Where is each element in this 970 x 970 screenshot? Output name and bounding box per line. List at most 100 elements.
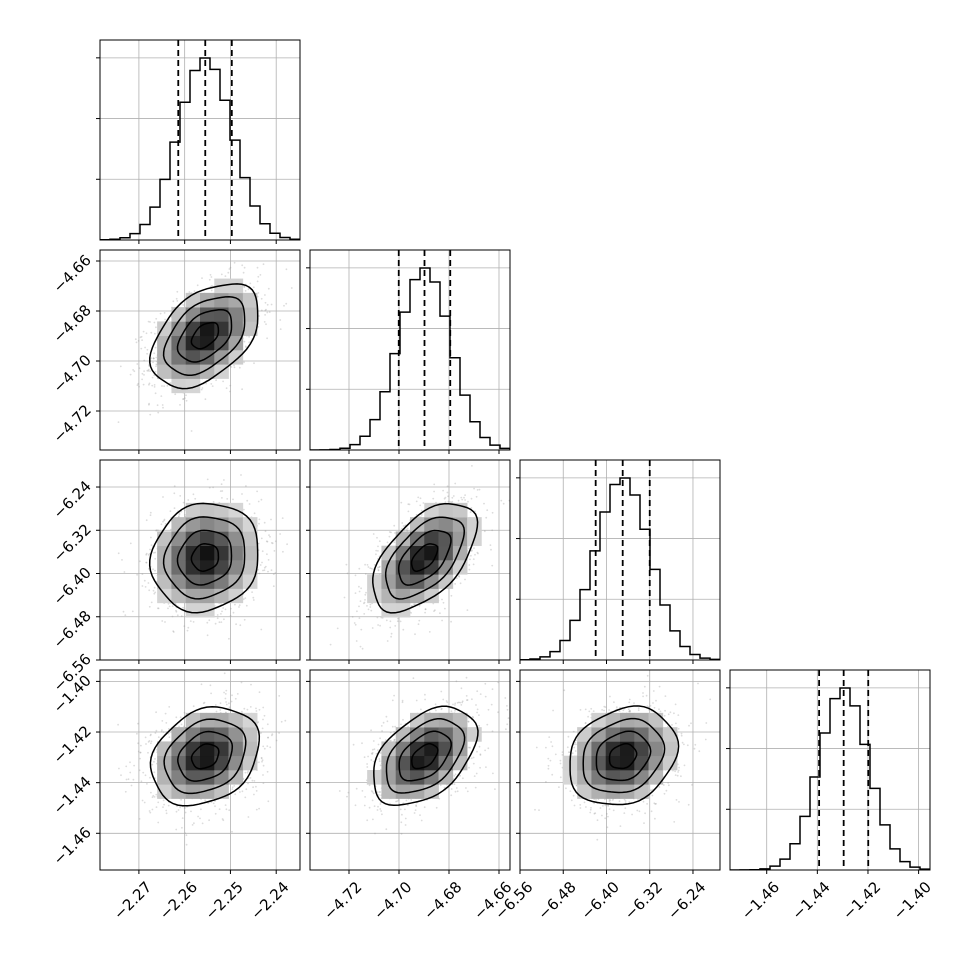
sample-point (133, 370, 136, 373)
sample-point (243, 286, 246, 288)
sample-point (373, 564, 376, 566)
sample-point (491, 511, 494, 514)
histogram-panel-0 (96, 39, 301, 244)
density-cell (200, 517, 215, 532)
sample-point (167, 607, 169, 610)
sample-point (266, 337, 268, 340)
sample-point (358, 567, 361, 570)
sample-point (154, 370, 157, 373)
sample-point (255, 790, 258, 792)
sample-point (151, 376, 154, 379)
sample-point (260, 628, 263, 631)
sample-point (385, 619, 388, 622)
sample-point (444, 496, 447, 499)
density-cell (424, 502, 439, 518)
sample-point (153, 586, 156, 589)
sample-point (147, 368, 150, 371)
sample-point (263, 566, 266, 569)
sample-point (406, 527, 409, 530)
sample-point (243, 618, 246, 621)
sample-point (212, 501, 215, 503)
sample-point (266, 303, 269, 306)
sample-point (249, 282, 252, 285)
sample-point (139, 560, 141, 563)
sample-point (242, 271, 245, 274)
sample-point (355, 640, 358, 642)
sample-point (140, 347, 143, 350)
sample-point (146, 369, 149, 372)
sample-point (256, 490, 258, 493)
sample-point (244, 345, 247, 348)
contour-3 (372, 503, 479, 614)
sample-point (270, 303, 273, 306)
sample-point (386, 541, 389, 544)
panel-content (100, 40, 300, 240)
density-cell (381, 588, 397, 604)
sample-point (354, 592, 357, 594)
sample-point (402, 525, 405, 527)
sample-point (285, 268, 288, 271)
sample-point (154, 551, 157, 554)
sample-point (366, 605, 368, 607)
density-cell (200, 531, 215, 547)
sample-point (150, 331, 153, 334)
sample-point (152, 361, 154, 364)
sample-point (410, 612, 412, 614)
sample-point (201, 277, 203, 279)
sample-point (184, 397, 186, 399)
sample-point (161, 404, 164, 406)
sample-point (145, 743, 147, 745)
sample-point (245, 485, 247, 487)
sample-point (247, 816, 250, 818)
sample-point (441, 598, 443, 601)
panel-frame (99, 39, 301, 241)
sample-point (176, 614, 179, 617)
sample-point (263, 521, 266, 524)
sample-point (491, 529, 494, 532)
sample-point (467, 500, 469, 503)
sample-point (229, 384, 232, 387)
sample-point (210, 692, 213, 695)
sample-point (354, 623, 357, 626)
density-cell (228, 560, 244, 575)
sample-point (117, 421, 120, 423)
sample-point (233, 364, 235, 367)
sample-point (233, 261, 236, 264)
sample-point (241, 493, 243, 495)
sample-point (358, 605, 360, 608)
sample-point (193, 290, 196, 292)
sample-point (205, 382, 208, 385)
density-cell (228, 335, 244, 351)
sample-point (153, 352, 156, 355)
sample-point (457, 499, 460, 502)
sample-point (483, 502, 485, 505)
density-cell (185, 321, 201, 337)
sample-point (145, 519, 148, 522)
histogram-panel-1 (306, 249, 511, 454)
sample-point (145, 561, 148, 564)
sample-point (121, 559, 123, 561)
sample-point (246, 499, 249, 502)
sample-point (472, 558, 475, 560)
sample-point (225, 703, 228, 706)
panel-content (100, 250, 300, 450)
sample-point (161, 620, 164, 622)
sample-point (253, 793, 255, 796)
sample-point (266, 311, 269, 314)
sample-point (261, 727, 264, 730)
sample-point (200, 808, 202, 811)
sample-point (265, 540, 268, 543)
sample-point (131, 610, 134, 613)
sample-point (179, 404, 181, 406)
sample-point (452, 495, 455, 497)
sample-point (443, 497, 446, 500)
sample-point (189, 620, 192, 622)
sample-point (424, 611, 426, 614)
density-cell (185, 307, 201, 322)
sample-point (152, 568, 155, 571)
sample-point (139, 336, 142, 339)
sample-point (132, 369, 135, 371)
density-cell (367, 574, 382, 589)
sample-point (166, 384, 169, 387)
density-cell (171, 588, 187, 604)
